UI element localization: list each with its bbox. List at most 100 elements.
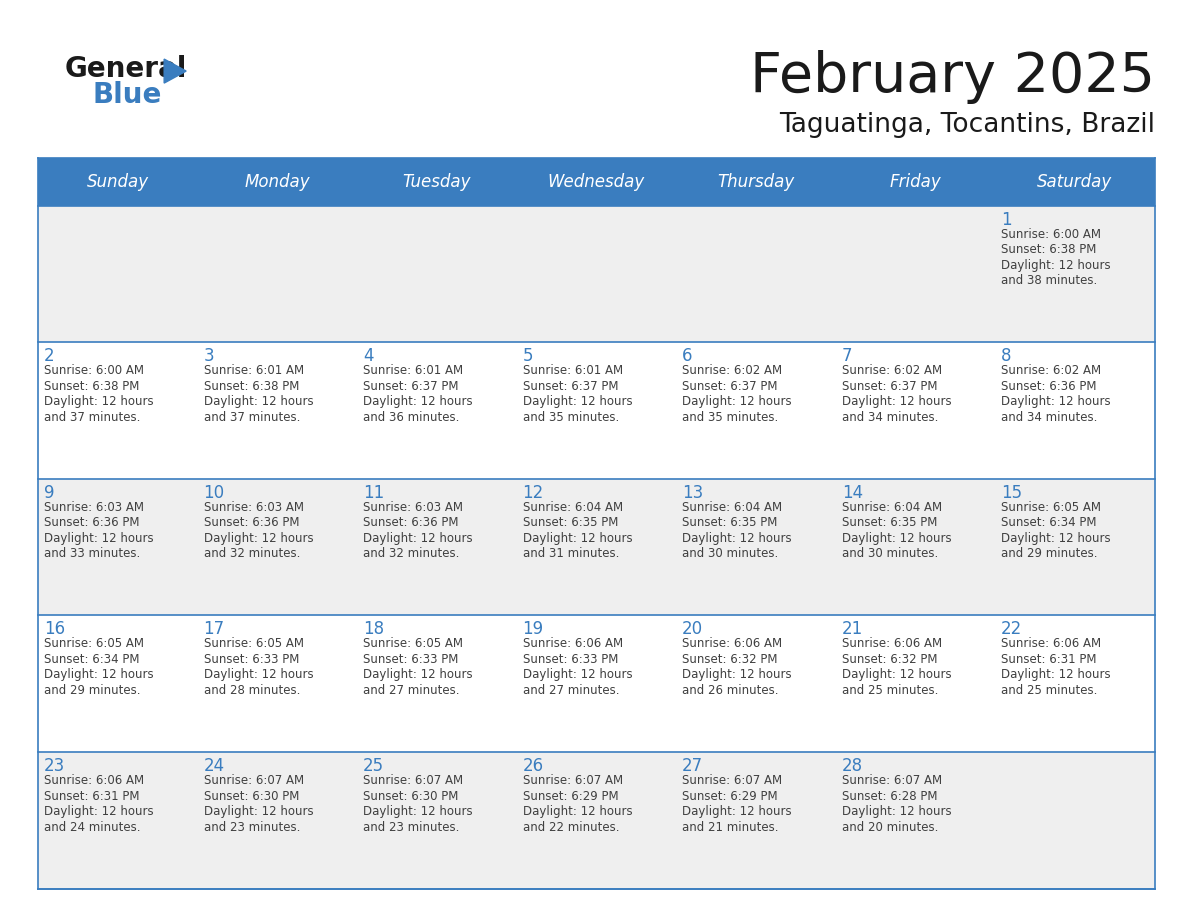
Polygon shape	[164, 59, 187, 84]
Text: Sunset: 6:37 PM: Sunset: 6:37 PM	[682, 380, 778, 393]
Text: 7: 7	[841, 347, 852, 365]
Text: and 34 minutes.: and 34 minutes.	[1001, 410, 1098, 424]
Text: 15: 15	[1001, 484, 1023, 502]
Text: Daylight: 12 hours: Daylight: 12 hours	[203, 668, 314, 681]
Text: and 30 minutes.: and 30 minutes.	[841, 547, 937, 560]
Text: Sunrise: 6:04 AM: Sunrise: 6:04 AM	[682, 501, 782, 514]
Text: Daylight: 12 hours: Daylight: 12 hours	[841, 805, 952, 818]
Text: Blue: Blue	[93, 81, 162, 109]
Text: and 33 minutes.: and 33 minutes.	[44, 547, 140, 560]
Text: Daylight: 12 hours: Daylight: 12 hours	[364, 805, 473, 818]
Text: Sunset: 6:31 PM: Sunset: 6:31 PM	[1001, 653, 1097, 666]
Text: 22: 22	[1001, 621, 1023, 638]
Text: Sunset: 6:28 PM: Sunset: 6:28 PM	[841, 789, 937, 802]
Text: 21: 21	[841, 621, 862, 638]
Text: Daylight: 12 hours: Daylight: 12 hours	[1001, 668, 1111, 681]
Text: Sunrise: 6:06 AM: Sunrise: 6:06 AM	[841, 637, 942, 651]
Text: 25: 25	[364, 757, 384, 775]
Text: Sunset: 6:33 PM: Sunset: 6:33 PM	[364, 653, 459, 666]
Text: 16: 16	[44, 621, 65, 638]
Text: and 23 minutes.: and 23 minutes.	[364, 821, 460, 834]
Text: Taguatinga, Tocantins, Brazil: Taguatinga, Tocantins, Brazil	[779, 112, 1155, 138]
Text: 6: 6	[682, 347, 693, 365]
Text: and 31 minutes.: and 31 minutes.	[523, 547, 619, 560]
Text: Daylight: 12 hours: Daylight: 12 hours	[364, 396, 473, 409]
Text: 1: 1	[1001, 210, 1012, 229]
Text: 17: 17	[203, 621, 225, 638]
Text: Sunset: 6:36 PM: Sunset: 6:36 PM	[1001, 380, 1097, 393]
Text: Sunset: 6:36 PM: Sunset: 6:36 PM	[44, 516, 139, 530]
Text: and 37 minutes.: and 37 minutes.	[203, 410, 299, 424]
Text: Saturday: Saturday	[1037, 173, 1113, 191]
Text: 9: 9	[44, 484, 55, 502]
Text: Sunrise: 6:02 AM: Sunrise: 6:02 AM	[841, 364, 942, 377]
Text: Sunrise: 6:05 AM: Sunrise: 6:05 AM	[203, 637, 304, 651]
Text: Sunrise: 6:05 AM: Sunrise: 6:05 AM	[1001, 501, 1101, 514]
Text: Sunrise: 6:06 AM: Sunrise: 6:06 AM	[682, 637, 782, 651]
Text: Sunrise: 6:00 AM: Sunrise: 6:00 AM	[1001, 228, 1101, 241]
Text: Daylight: 12 hours: Daylight: 12 hours	[1001, 259, 1111, 272]
Text: 12: 12	[523, 484, 544, 502]
Text: Daylight: 12 hours: Daylight: 12 hours	[44, 668, 153, 681]
Text: 5: 5	[523, 347, 533, 365]
Text: and 24 minutes.: and 24 minutes.	[44, 821, 140, 834]
Text: 2: 2	[44, 347, 55, 365]
Text: Daylight: 12 hours: Daylight: 12 hours	[523, 532, 632, 544]
Text: and 36 minutes.: and 36 minutes.	[364, 410, 460, 424]
Text: Sunset: 6:32 PM: Sunset: 6:32 PM	[682, 653, 778, 666]
Text: 14: 14	[841, 484, 862, 502]
Text: Sunrise: 6:06 AM: Sunrise: 6:06 AM	[523, 637, 623, 651]
Bar	[38, 615, 1155, 752]
Text: Sunrise: 6:03 AM: Sunrise: 6:03 AM	[364, 501, 463, 514]
Text: and 38 minutes.: and 38 minutes.	[1001, 274, 1098, 287]
Text: Sunset: 6:38 PM: Sunset: 6:38 PM	[203, 380, 299, 393]
Text: 11: 11	[364, 484, 385, 502]
Text: Wednesday: Wednesday	[548, 173, 645, 191]
Text: Sunrise: 6:04 AM: Sunrise: 6:04 AM	[523, 501, 623, 514]
Text: Daylight: 12 hours: Daylight: 12 hours	[1001, 532, 1111, 544]
Text: Sunrise: 6:07 AM: Sunrise: 6:07 AM	[841, 774, 942, 787]
Text: Daylight: 12 hours: Daylight: 12 hours	[203, 396, 314, 409]
Text: 20: 20	[682, 621, 703, 638]
Text: Daylight: 12 hours: Daylight: 12 hours	[44, 396, 153, 409]
Text: Monday: Monday	[245, 173, 310, 191]
Text: Daylight: 12 hours: Daylight: 12 hours	[44, 805, 153, 818]
Text: Daylight: 12 hours: Daylight: 12 hours	[682, 396, 791, 409]
Text: February 2025: February 2025	[750, 50, 1155, 105]
Text: Sunset: 6:36 PM: Sunset: 6:36 PM	[203, 516, 299, 530]
Text: Sunrise: 6:07 AM: Sunrise: 6:07 AM	[203, 774, 304, 787]
Text: 4: 4	[364, 347, 373, 365]
Text: Sunset: 6:32 PM: Sunset: 6:32 PM	[841, 653, 937, 666]
Text: Sunset: 6:34 PM: Sunset: 6:34 PM	[1001, 516, 1097, 530]
Text: 19: 19	[523, 621, 544, 638]
Text: Thursday: Thursday	[718, 173, 795, 191]
Text: Sunset: 6:35 PM: Sunset: 6:35 PM	[523, 516, 618, 530]
Text: 23: 23	[44, 757, 65, 775]
Text: Sunset: 6:29 PM: Sunset: 6:29 PM	[682, 789, 778, 802]
Text: 3: 3	[203, 347, 214, 365]
Text: Sunrise: 6:05 AM: Sunrise: 6:05 AM	[364, 637, 463, 651]
Text: and 23 minutes.: and 23 minutes.	[203, 821, 299, 834]
Text: and 35 minutes.: and 35 minutes.	[523, 410, 619, 424]
Text: Sunrise: 6:04 AM: Sunrise: 6:04 AM	[841, 501, 942, 514]
Text: Sunday: Sunday	[87, 173, 148, 191]
Text: 26: 26	[523, 757, 544, 775]
Text: and 25 minutes.: and 25 minutes.	[1001, 684, 1098, 697]
Text: 8: 8	[1001, 347, 1012, 365]
Text: Sunrise: 6:03 AM: Sunrise: 6:03 AM	[44, 501, 144, 514]
Text: and 37 minutes.: and 37 minutes.	[44, 410, 140, 424]
Text: and 27 minutes.: and 27 minutes.	[523, 684, 619, 697]
Text: 28: 28	[841, 757, 862, 775]
Text: 27: 27	[682, 757, 703, 775]
Text: and 35 minutes.: and 35 minutes.	[682, 410, 778, 424]
Text: Daylight: 12 hours: Daylight: 12 hours	[682, 805, 791, 818]
Text: Sunrise: 6:02 AM: Sunrise: 6:02 AM	[1001, 364, 1101, 377]
Text: Sunrise: 6:07 AM: Sunrise: 6:07 AM	[523, 774, 623, 787]
Text: and 26 minutes.: and 26 minutes.	[682, 684, 778, 697]
Text: Sunrise: 6:05 AM: Sunrise: 6:05 AM	[44, 637, 144, 651]
Text: Sunset: 6:38 PM: Sunset: 6:38 PM	[1001, 243, 1097, 256]
Text: Sunrise: 6:07 AM: Sunrise: 6:07 AM	[364, 774, 463, 787]
Text: and 27 minutes.: and 27 minutes.	[364, 684, 460, 697]
Bar	[38, 479, 1155, 615]
Text: Daylight: 12 hours: Daylight: 12 hours	[44, 532, 153, 544]
